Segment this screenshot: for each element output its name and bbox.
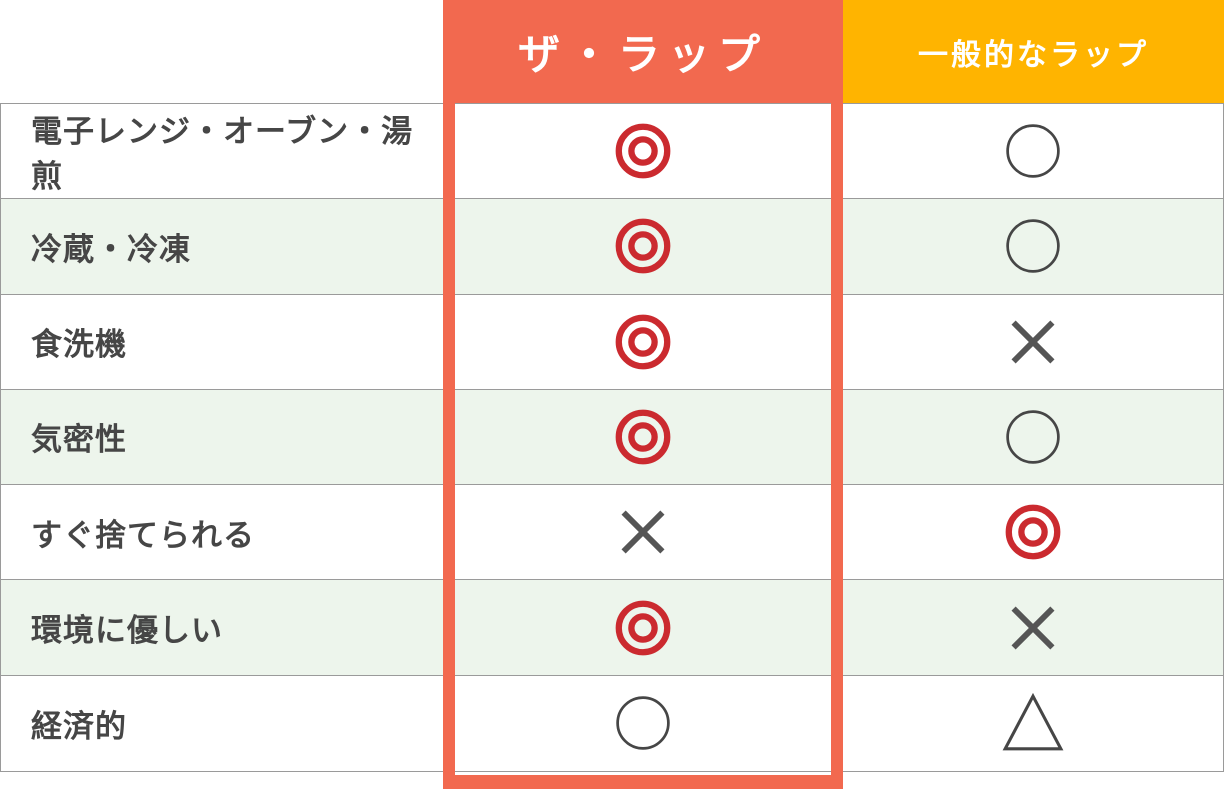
the-wrap-header-label: ザ・ラップ [517,31,768,78]
the-wrap-cell [443,295,843,389]
common-wrap-cell [843,199,1223,293]
common-wrap-cell [843,676,1223,771]
the-wrap-cell [443,390,843,484]
common-wrap-cell [843,104,1223,198]
circle-icon [614,694,672,752]
common-wrap-header: 一般的なラップ [843,0,1224,103]
table-row: 電子レンジ・オーブン・湯煎 [1,104,1223,200]
common-wrap-cell [843,390,1223,484]
the-wrap-cell [443,580,843,674]
cross-icon [1006,315,1060,369]
common-wrap-cell [843,295,1223,389]
the-wrap-header: ザ・ラップ [443,0,843,103]
double-circle-icon [612,120,674,182]
table-row: 冷蔵・冷凍 [1,199,1223,295]
feature-label: 食洗機 [31,327,127,363]
header-row: ザ・ラップ 一般的なラップ [0,0,1224,103]
comparison-table-body: 電子レンジ・オーブン・湯煎冷蔵・冷凍食洗機気密性すぐ捨てられる 環境に優しい 経済的 [0,103,1224,772]
feature-label: 冷蔵・冷凍 [31,231,191,267]
circle-icon [1004,122,1062,180]
feature-label: 環境に優しい [31,613,223,649]
the-wrap-cell [443,104,843,198]
the-wrap-cell [443,199,843,293]
header-spacer [0,0,443,103]
double-circle-icon [612,311,674,373]
table-row: 経済的 [1,675,1223,771]
the-wrap-cell [443,485,843,579]
double-circle-icon [612,597,674,659]
double-circle-icon [1002,501,1064,563]
table-row: 気密性 [1,389,1223,486]
common-wrap-header-label: 一般的なラップ [918,38,1149,72]
feature-label: 経済的 [31,708,127,744]
feature-label: 電子レンジ・オーブン・湯煎 [31,114,414,195]
the-wrap-cell [443,676,843,771]
double-circle-icon [612,406,674,468]
table-row: 食洗機 [1,294,1223,390]
cross-icon [1006,601,1060,655]
double-circle-icon [612,215,674,277]
triangle-icon [1000,692,1066,754]
cross-icon [616,505,670,559]
table-row: すぐ捨てられる [1,485,1223,581]
circle-icon [1004,408,1062,466]
table-row: 環境に優しい [1,580,1223,676]
feature-label: 気密性 [31,422,127,458]
common-wrap-cell [843,485,1223,579]
feature-label: すぐ捨てられる [31,517,255,553]
common-wrap-cell [843,580,1223,674]
circle-icon [1004,217,1062,275]
